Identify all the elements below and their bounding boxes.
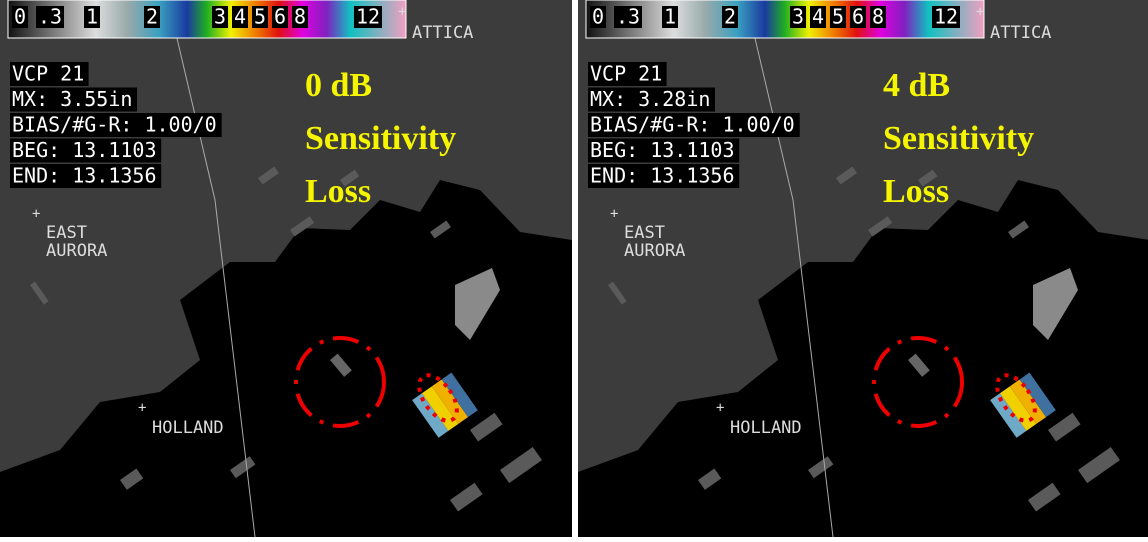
- legend-label: 4: [812, 5, 824, 29]
- annotation-line: Loss: [305, 173, 371, 210]
- place-label: HOLLAND: [730, 418, 802, 438]
- color-legend: [8, 0, 406, 38]
- legend-label: 2: [724, 5, 736, 29]
- legend-label: 6: [274, 5, 286, 29]
- info-line: BEG: 13.1103: [12, 138, 157, 162]
- info-line: BIAS/#G-R: 1.00/0: [12, 113, 217, 137]
- legend-label: 2: [146, 5, 158, 29]
- legend-label: 12: [934, 5, 958, 29]
- page: 0.3123456812+ATTICA+EASTAURORA+HOLLANDVC…: [0, 0, 1148, 537]
- place-marker: +: [32, 206, 40, 222]
- place-marker: +: [716, 400, 724, 416]
- legend-label: 0: [14, 5, 26, 29]
- color-legend: [586, 0, 984, 38]
- annotation-line: Sensitivity: [883, 120, 1034, 157]
- info-line: BIAS/#G-R: 1.00/0: [590, 113, 795, 137]
- place-label: EAST: [624, 223, 665, 243]
- annotation-line: 0 dB: [305, 67, 372, 104]
- annotation-line: 4 dB: [883, 67, 950, 104]
- annotation-line: Loss: [883, 173, 949, 210]
- info-line: BEG: 13.1103: [590, 138, 735, 162]
- info-line: VCP 21: [12, 62, 84, 86]
- info-line: MX: 3.28in: [590, 87, 710, 111]
- place-marker: +: [138, 400, 146, 416]
- place-label: AURORA: [624, 241, 685, 261]
- place-label: HOLLAND: [152, 418, 224, 438]
- legend-label: 1: [664, 5, 676, 29]
- legend-label: 0: [592, 5, 604, 29]
- legend-label: 3: [792, 5, 804, 29]
- place-label: ATTICA: [990, 23, 1051, 43]
- info-line: MX: 3.55in: [12, 87, 132, 111]
- radar-comparison: 0.3123456812+ATTICA+EASTAURORA+HOLLANDVC…: [0, 0, 1148, 537]
- annotation-line: Sensitivity: [305, 120, 456, 157]
- legend-label: 8: [872, 5, 884, 29]
- legend-label: .3: [38, 5, 62, 29]
- legend-label: 5: [832, 5, 844, 29]
- legend-label: 6: [852, 5, 864, 29]
- place-marker: +: [976, 4, 984, 20]
- legend-label: 5: [254, 5, 266, 29]
- place-marker: +: [610, 206, 618, 222]
- info-line: END: 13.1356: [590, 164, 735, 188]
- legend-label: 3: [214, 5, 226, 29]
- place-label: ATTICA: [412, 23, 473, 43]
- legend-label: 1: [86, 5, 98, 29]
- legend-label: 8: [294, 5, 306, 29]
- info-line: VCP 21: [590, 62, 662, 86]
- legend-label: 12: [356, 5, 380, 29]
- legend-label: 4: [234, 5, 246, 29]
- info-line: END: 13.1356: [12, 164, 157, 188]
- legend-label: .3: [616, 5, 640, 29]
- place-label: EAST: [46, 223, 87, 243]
- place-label: AURORA: [46, 241, 107, 261]
- place-marker: +: [398, 4, 406, 20]
